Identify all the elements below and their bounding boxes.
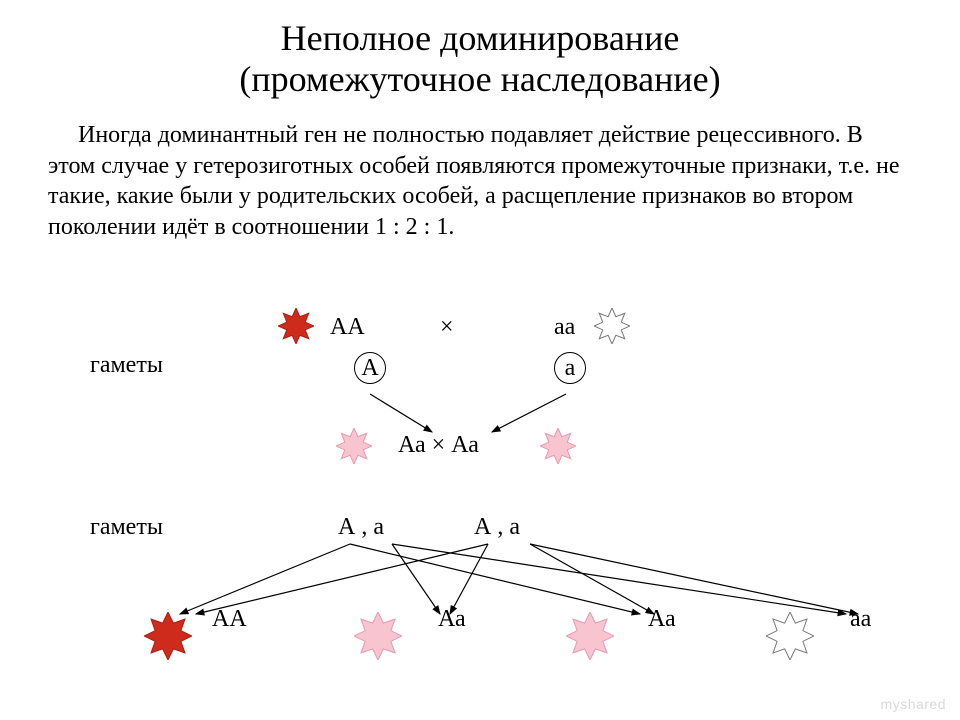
star-f1-right — [540, 428, 576, 469]
genotype-f1: Аа × Аа — [398, 432, 479, 459]
slide-title: Неполное доминирование (промежуточное на… — [0, 18, 960, 101]
off-label-aa: аа — [850, 606, 871, 633]
off-label-Aa-1: Аа — [438, 606, 466, 633]
star-offspring-AA — [144, 612, 192, 665]
gametes-f1-left: А , а — [338, 514, 384, 541]
gamete-a: а — [554, 352, 586, 384]
off-label-AA: АА — [212, 606, 247, 633]
label-gametes-1: гаметы — [90, 352, 163, 379]
genotype-aa-parent: аа — [554, 314, 575, 341]
star-parent-recessive — [594, 308, 630, 349]
gamete-A: А — [354, 352, 386, 384]
star-offspring-aa — [766, 612, 814, 665]
slide: Неполное доминирование (промежуточное на… — [0, 0, 960, 720]
watermark: myshared — [881, 696, 946, 712]
gametes-f1-right: А , а — [474, 514, 520, 541]
off-label-Aa-2: Аа — [648, 606, 676, 633]
paragraph: Иногда доминантный ген не полностью пода… — [48, 120, 912, 243]
star-f1-left — [336, 428, 372, 469]
star-parent-dominant — [278, 308, 314, 349]
genotype-AA-parent: АА — [330, 314, 365, 341]
star-offspring-Aa-1 — [354, 612, 402, 665]
title-line-1: Неполное доминирование — [281, 18, 680, 58]
cross-symbol: × — [440, 314, 454, 341]
label-gametes-2: гаметы — [90, 514, 163, 541]
title-line-2: (промежуточное наследование) — [239, 59, 720, 99]
star-offspring-Aa-2 — [566, 612, 614, 665]
